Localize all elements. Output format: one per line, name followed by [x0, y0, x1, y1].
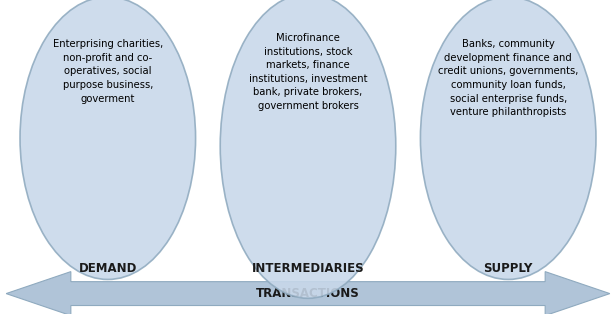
Text: INTERMEDIARIES: INTERMEDIARIES [252, 262, 364, 275]
Ellipse shape [421, 0, 596, 279]
Text: Banks, community
development finance and
credit unions, governments,
community l: Banks, community development finance and… [438, 39, 578, 117]
Text: Enterprising charities,
non-profit and co-
operatives, social
purpose business,
: Enterprising charities, non-profit and c… [53, 39, 163, 104]
Ellipse shape [221, 0, 395, 298]
Polygon shape [6, 272, 610, 314]
Text: DEMAND: DEMAND [79, 262, 137, 275]
Ellipse shape [20, 0, 196, 279]
Text: Microfinance
institutions, stock
markets, finance
institutions, investment
bank,: Microfinance institutions, stock markets… [249, 33, 367, 111]
Text: TRANSACTIONS: TRANSACTIONS [256, 287, 360, 300]
Text: SUPPLY: SUPPLY [484, 262, 533, 275]
